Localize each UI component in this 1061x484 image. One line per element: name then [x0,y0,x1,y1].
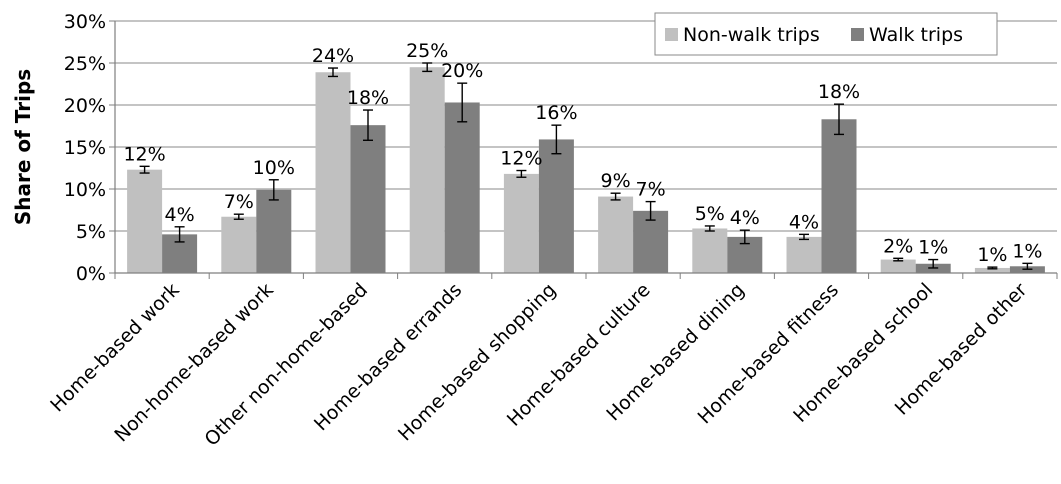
data-label: 16% [535,102,577,124]
y-tick-labels: 0% 5% 10% 15% 20% 25% 30% [64,11,106,285]
data-label: 10% [253,157,295,179]
y-tick-label: 20% [64,95,106,117]
bar-non-walk [409,67,445,273]
bar-non-walk [786,236,822,273]
bar-walk [538,139,574,273]
data-label: 4% [165,204,195,226]
y-tick-label: 5% [76,221,106,243]
y-tick-label: 25% [64,53,106,75]
bars [127,67,1045,274]
data-label: 20% [441,60,483,82]
data-label: 25% [406,40,448,62]
data-label: 1% [918,237,948,259]
data-label: 18% [818,81,860,103]
bar-non-walk [974,267,1010,273]
bar-walk [350,125,386,273]
y-tick-label: 10% [64,179,106,201]
data-label: 2% [883,235,913,257]
legend-box [654,12,998,56]
data-label: 24% [312,45,354,67]
legend-swatch [665,28,678,41]
data-label: 1% [1012,240,1042,262]
data-labels: 12%7%24% 25%12%9%5% 4%2% 1%4%10%18%20%16%7%… [123,40,1042,266]
legend: Non-walk trips Walk trips [654,12,998,56]
bar-walk [256,189,292,273]
legend-swatch [851,28,864,41]
data-label: 18% [347,87,389,109]
legend-label: Non-walk trips [683,24,820,46]
data-label: 1% [977,244,1007,266]
x-category-label: Home-based shopping [394,279,560,445]
y-tick-label: 15% [64,137,106,159]
error-bars [139,62,1033,270]
data-label: 9% [601,170,631,192]
bar-non-walk [221,216,257,273]
bar-non-walk [880,259,916,273]
legend-label: Walk trips [869,24,963,46]
y-tick-label: 30% [64,11,106,33]
data-label: 7% [636,179,666,201]
bar-non-walk [692,228,728,273]
bar-non-walk [315,72,351,274]
data-label: 12% [500,148,542,170]
x-category-label: Non-home-based work [110,279,277,446]
data-label: 7% [224,191,254,213]
bar-non-walk [503,173,539,273]
bar-non-walk [598,196,634,273]
y-axis-title: Share of Trips [11,69,35,225]
data-label: 5% [695,203,725,225]
data-label: 4% [730,207,760,229]
data-label: 12% [123,143,165,165]
bar-walk [633,210,669,273]
axes [109,20,1058,279]
x-category-label: Other non-home-based [200,279,372,451]
bar-walk [444,102,480,273]
gridlines [115,20,1057,232]
bar-walk [821,119,857,273]
y-tick-label: 0% [76,263,106,285]
bar-non-walk [127,169,163,273]
data-label: 4% [789,211,819,233]
